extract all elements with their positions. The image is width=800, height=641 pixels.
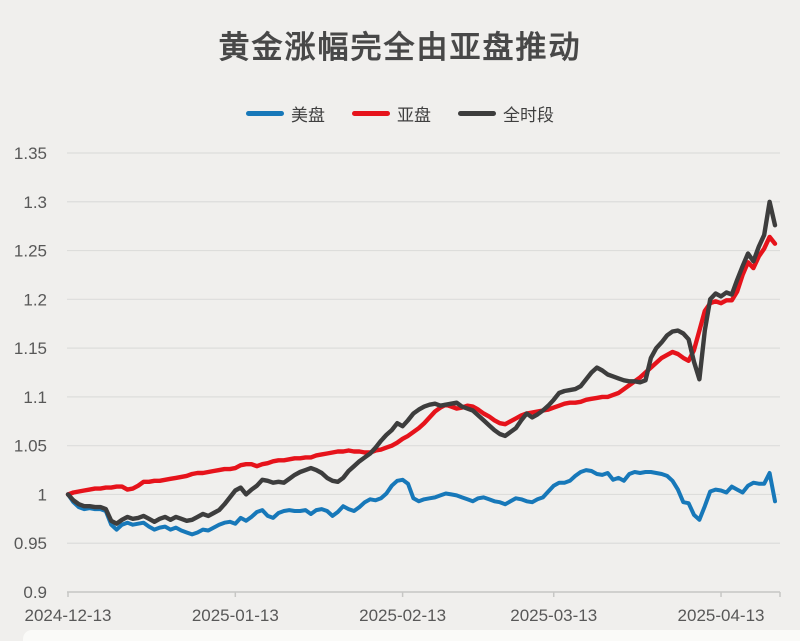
legend-label-asia-session: 亚盘 [397,106,431,125]
us-session-line [66,468,777,537]
y-axis-tick-label: 1.35 [14,144,47,163]
y-axis-tick-label: 0.95 [14,534,47,553]
legend-item-us-session: 美盘 [246,101,325,126]
us-session-line-swatch-icon [246,111,284,116]
x-axis-tick-label: 2024-12-13 [25,606,112,625]
y-axis-tick-label: 0.9 [23,583,47,602]
x-axis-tick-label: 2025-01-13 [192,606,279,625]
x-axis-tick-label: 2025-04-13 [678,606,765,625]
legend-item-asia-session: 亚盘 [352,101,431,126]
x-axis-tick-label: 2025-02-13 [359,606,446,625]
legend-label-us-session: 美盘 [291,106,325,125]
legend-label-all-day: 全时段 [503,106,554,125]
legend-item-all-day: 全时段 [458,101,554,126]
bottom-panel-edge [23,630,800,641]
asia-session-line-swatch-icon [352,111,390,116]
y-axis-tick-label: 1.1 [23,388,47,407]
chart-title: 黄金涨幅完全由亚盘推动 [218,30,582,65]
y-axis-tick-label: 1 [38,485,47,504]
x-axis-tick-label: 2025-03-13 [510,606,597,625]
y-axis-tick-label: 1.05 [14,437,47,456]
y-axis-tick-label: 1.25 [14,242,47,261]
chart-legend: 美盘 亚盘 全时段 [0,101,800,126]
y-axis-tick-label: 1.15 [14,339,47,358]
asia-session-line [65,234,778,497]
all-day-line [65,199,778,526]
y-axis-tick-label: 1.2 [23,290,47,309]
all-day-line-swatch-icon [458,111,496,116]
y-axis-tick-label: 1.3 [23,193,47,212]
